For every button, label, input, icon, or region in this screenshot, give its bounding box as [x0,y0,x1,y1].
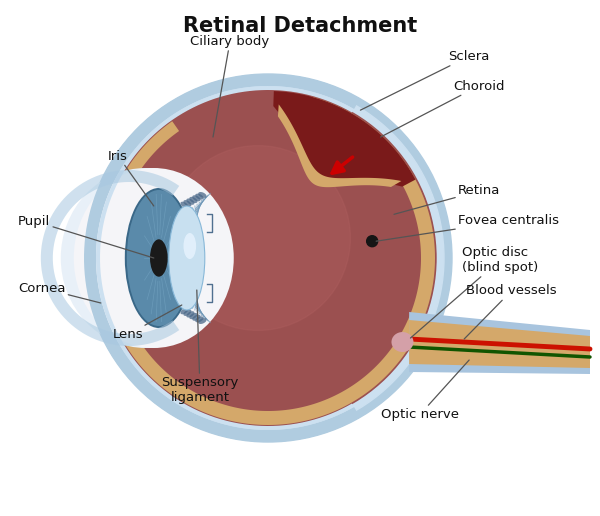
Ellipse shape [187,199,194,205]
Ellipse shape [190,313,197,319]
Ellipse shape [150,239,167,277]
Circle shape [84,74,452,442]
Ellipse shape [184,200,191,206]
Ellipse shape [184,310,191,316]
Polygon shape [96,86,354,430]
Ellipse shape [198,318,206,324]
Circle shape [92,82,444,434]
Polygon shape [409,312,590,374]
Text: Optic nerve: Optic nerve [381,360,469,421]
Text: Fovea centralis: Fovea centralis [376,215,559,241]
Circle shape [367,236,377,247]
Ellipse shape [181,202,188,208]
Ellipse shape [61,168,231,348]
Text: Suspensory
ligament: Suspensory ligament [161,290,239,404]
Ellipse shape [391,332,413,352]
Text: Choroid: Choroid [380,79,505,137]
Text: Sclera: Sclera [361,50,490,110]
Polygon shape [274,91,415,187]
Text: Retinal Detachment: Retinal Detachment [183,16,417,36]
Ellipse shape [198,192,206,198]
Ellipse shape [190,197,197,203]
Text: Ciliary body: Ciliary body [190,35,269,137]
Ellipse shape [184,233,196,259]
Ellipse shape [169,206,205,310]
Ellipse shape [195,316,203,322]
Polygon shape [107,96,435,425]
Ellipse shape [181,308,188,314]
Circle shape [166,146,350,330]
Ellipse shape [192,315,200,321]
Text: Blood vessels: Blood vessels [464,284,557,339]
Text: Retina: Retina [394,185,500,214]
Text: Cornea: Cornea [18,282,101,303]
Ellipse shape [187,311,194,317]
Ellipse shape [74,168,234,348]
Ellipse shape [125,188,193,328]
Polygon shape [409,320,590,368]
Ellipse shape [192,195,200,201]
Ellipse shape [127,190,191,326]
Text: Lens: Lens [113,305,182,341]
Text: Pupil: Pupil [18,215,154,258]
Circle shape [100,90,436,426]
Polygon shape [84,74,360,442]
Ellipse shape [195,194,203,200]
Polygon shape [101,121,179,301]
Polygon shape [41,170,179,346]
Polygon shape [278,104,401,187]
Text: Iris: Iris [108,150,154,206]
Text: Optic disc
(blind spot): Optic disc (blind spot) [410,246,538,338]
